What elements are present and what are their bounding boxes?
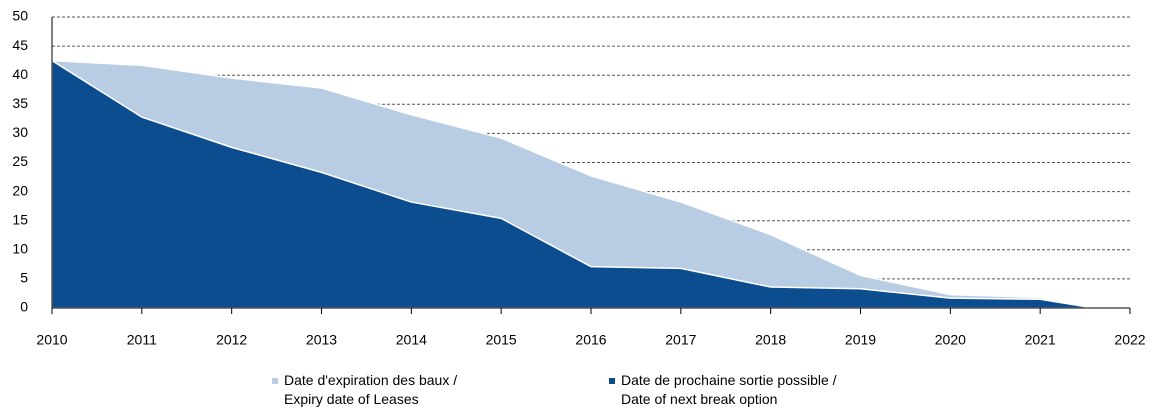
y-tick-label: 45 xyxy=(12,37,28,53)
x-tick-label: 2015 xyxy=(486,332,517,348)
x-tick-label: 2010 xyxy=(36,332,67,348)
legend-item: Date de prochaine sortie possible / Date… xyxy=(609,371,837,409)
x-tick-label: 2011 xyxy=(127,332,157,348)
y-tick-label: 0 xyxy=(20,299,28,315)
y-tick-label: 15 xyxy=(12,211,28,227)
x-tick-label: 2014 xyxy=(396,332,427,348)
area xyxy=(51,59,1095,309)
legend-label: Date de prochaine sortie possible / Date… xyxy=(621,372,837,407)
legend-item: Date d'expiration des baux / Expiry date… xyxy=(272,371,457,409)
x-tick-label: 2013 xyxy=(306,332,337,348)
legend-swatch xyxy=(609,378,615,384)
x-tick-label: 2018 xyxy=(755,332,786,348)
x-tick-label: 2021 xyxy=(1025,332,1056,348)
x-tick-label: 2020 xyxy=(935,332,966,348)
y-tick-label: 5 xyxy=(20,270,28,286)
legend-swatch xyxy=(272,378,278,384)
x-tick-label: 2012 xyxy=(216,332,247,348)
y-tick-label: 10 xyxy=(12,241,28,257)
x-tick-label: 2016 xyxy=(575,332,606,348)
x-tick-label: 2017 xyxy=(665,332,696,348)
x-tick-label: 2019 xyxy=(845,332,876,348)
y-tick-label: 40 xyxy=(12,66,28,82)
y-tick-label: 25 xyxy=(12,153,28,169)
y-tick-label: 20 xyxy=(12,182,28,198)
x-tick-label: 2022 xyxy=(1114,332,1145,348)
y-tick-label: 30 xyxy=(12,124,28,140)
y-tick-label: 35 xyxy=(12,95,28,111)
legend-label: Date d'expiration des baux / Expiry date… xyxy=(284,372,458,407)
y-tick-label: 50 xyxy=(12,8,28,24)
